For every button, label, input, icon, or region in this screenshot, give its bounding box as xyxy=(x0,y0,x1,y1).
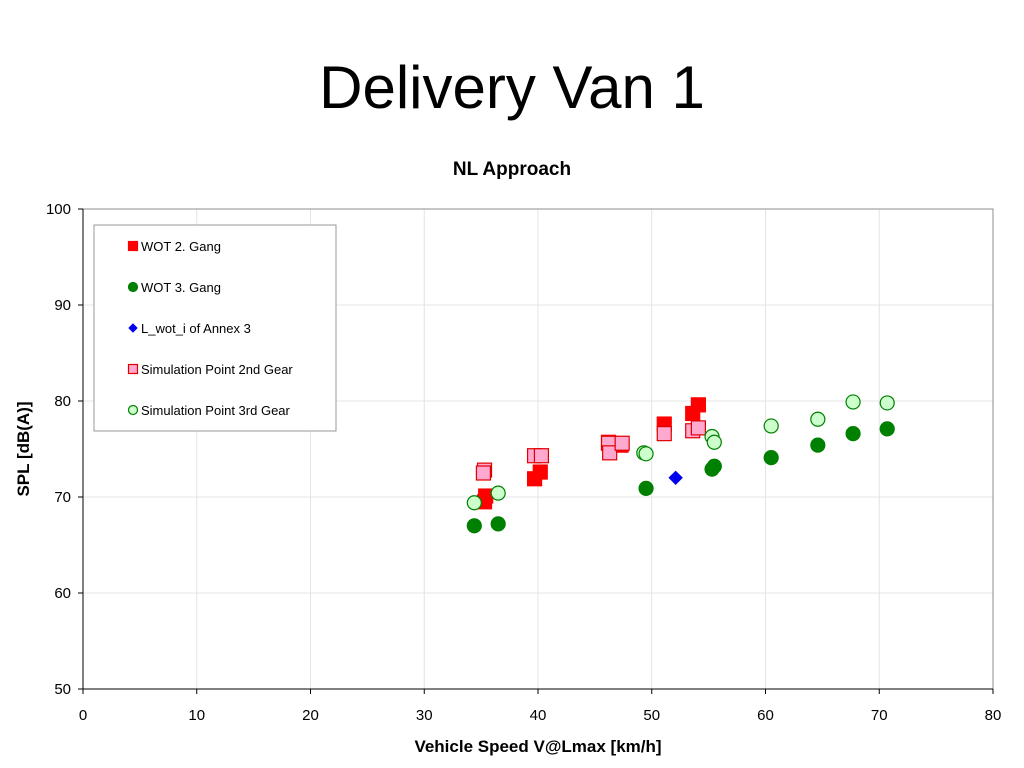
data-point xyxy=(638,446,654,462)
legend-marker xyxy=(127,281,139,293)
x-tick-label: 30 xyxy=(416,707,433,724)
data-point xyxy=(879,395,895,411)
data-point xyxy=(810,437,826,453)
data-point xyxy=(490,516,506,532)
legend-marker xyxy=(128,323,138,333)
y-tick-label: 90 xyxy=(54,297,71,314)
data-point xyxy=(810,411,826,427)
y-axis-label: SPL [dB(A)] xyxy=(14,401,33,496)
y-tick-label: 70 xyxy=(54,489,71,506)
data-point xyxy=(763,450,779,466)
data-point xyxy=(845,394,861,410)
legend-marker xyxy=(127,363,139,375)
series-3 xyxy=(668,470,683,486)
x-tick-label: 0 xyxy=(79,707,87,724)
y-tick-label: 100 xyxy=(46,201,71,218)
data-point xyxy=(763,418,779,434)
data-point xyxy=(668,470,683,486)
legend-marker xyxy=(127,404,139,416)
slide-title: Delivery Van 1 xyxy=(319,54,705,121)
data-point xyxy=(602,445,618,461)
x-tick-label: 50 xyxy=(643,707,660,724)
y-tick-label: 50 xyxy=(54,681,71,698)
legend-label: WOT 3. Gang xyxy=(141,280,221,295)
data-point xyxy=(656,426,672,442)
data-point xyxy=(466,518,482,534)
data-point xyxy=(879,421,895,437)
data-point xyxy=(533,448,550,464)
data-point xyxy=(614,435,630,451)
x-tick-label: 60 xyxy=(757,707,774,724)
series-1 xyxy=(476,397,706,510)
y-tick-label: 60 xyxy=(54,585,71,602)
series-2 xyxy=(466,421,895,534)
legend-label: Simulation Point 2nd Gear xyxy=(141,362,293,377)
data-point xyxy=(706,434,722,450)
series-4 xyxy=(475,420,706,481)
data-point xyxy=(466,495,482,511)
legend-label: L_wot_i of Annex 3 xyxy=(141,321,251,336)
data-point xyxy=(706,458,722,474)
data-point xyxy=(475,465,491,481)
data-point xyxy=(490,485,506,501)
x-tick-label: 10 xyxy=(188,707,205,724)
legend-marker xyxy=(127,240,139,252)
chart-title: NL Approach xyxy=(453,159,571,180)
data-point xyxy=(690,420,706,436)
data-point xyxy=(532,464,548,480)
x-tick-label: 20 xyxy=(302,707,319,724)
x-tick-label: 80 xyxy=(985,707,1002,724)
data-point xyxy=(638,480,654,496)
x-tick-label: 70 xyxy=(871,707,888,724)
x-tick-label: 40 xyxy=(530,707,547,724)
series-5 xyxy=(466,394,895,511)
legend-label: Simulation Point 3rd Gear xyxy=(141,403,291,418)
data-point xyxy=(845,426,861,442)
x-axis-label: Vehicle Speed V@Lmax [km/h] xyxy=(414,737,661,756)
legend-label: WOT 2. Gang xyxy=(141,239,221,254)
data-point xyxy=(690,397,706,413)
y-tick-label: 80 xyxy=(54,393,71,410)
chart-legend: WOT 2. Gang WOT 3. Gang L_wot_i of Annex 3… xyxy=(93,224,337,432)
